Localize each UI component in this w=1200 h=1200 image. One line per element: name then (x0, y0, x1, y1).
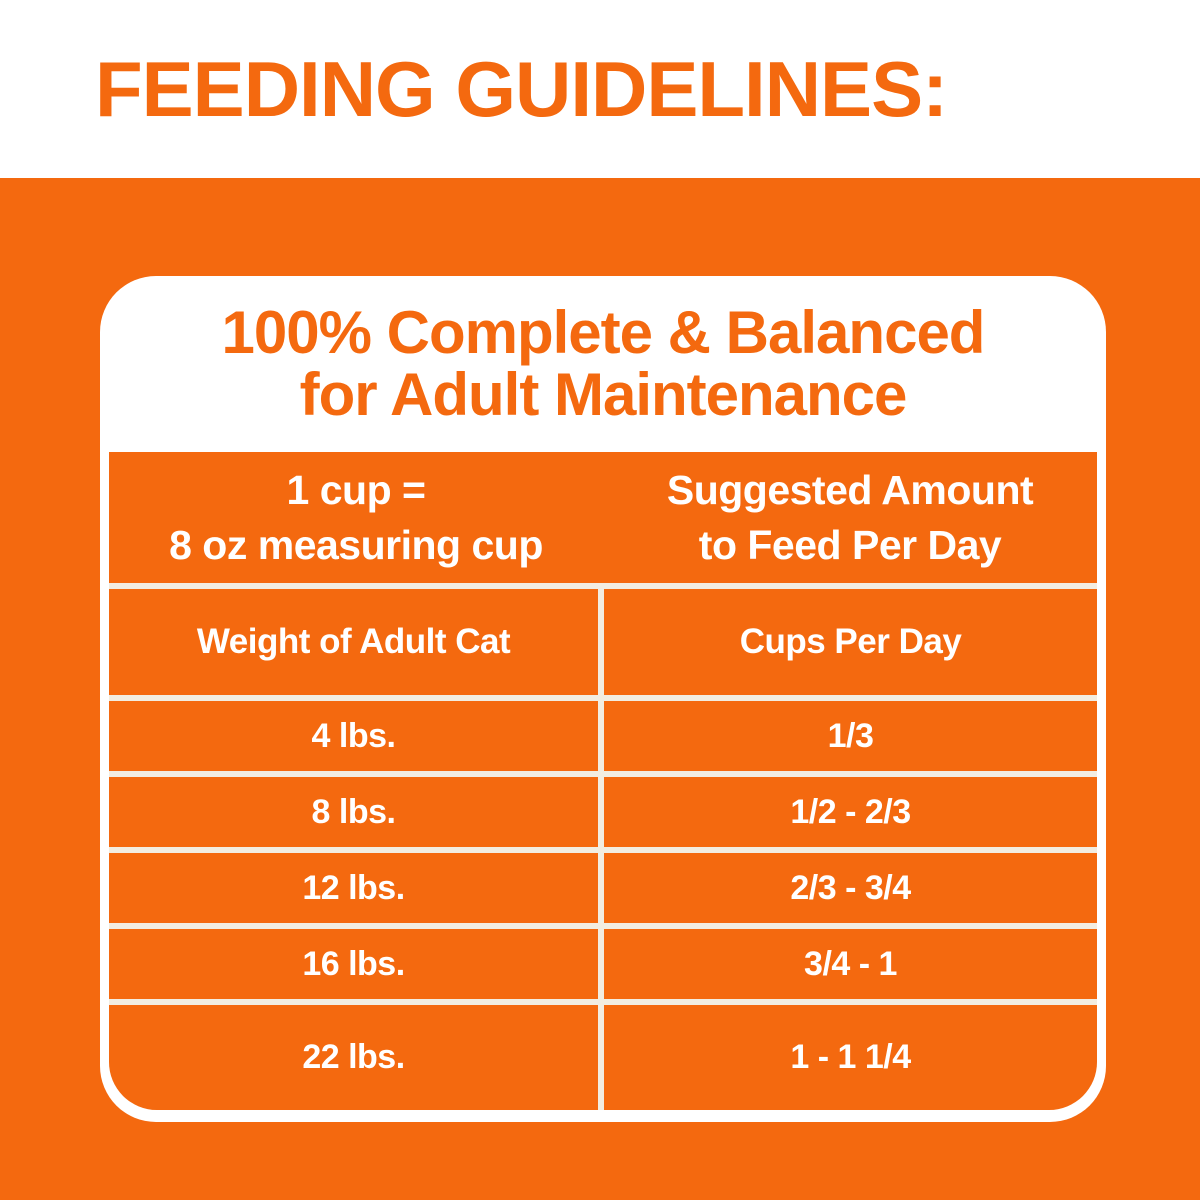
card-heading-line2: for Adult Maintenance (299, 361, 908, 428)
header-band: FEEDING GUIDELINES: (0, 0, 1200, 178)
cup-definition: 1 cup = 8 oz measuring cup (109, 452, 603, 583)
table-row-16lbs: 16 lbs. 3/4 - 1 (109, 929, 1097, 999)
suggested-amount-line1: Suggested Amount (666, 467, 1034, 514)
cup-definition-line1: 1 cup = (286, 467, 426, 514)
feeding-table: 1 cup = 8 oz measuring cup Suggested Amo… (109, 452, 1097, 1110)
table-row-8lbs: 8 lbs. 1/2 - 2/3 (109, 777, 1097, 847)
suggested-amount-line2: to Feed Per Day (698, 521, 1002, 568)
column-header-weight: Weight of Adult Cat (109, 589, 598, 695)
weight-cell: 12 lbs. (109, 853, 598, 923)
guidelines-card: 100% Complete & Balanced for Adult Maint… (100, 276, 1106, 1122)
card-heading: 100% Complete & Balanced for Adult Maint… (109, 276, 1097, 452)
suggested-amount-label: Suggested Amount to Feed Per Day (603, 452, 1097, 583)
weight-cell: 16 lbs. (109, 929, 598, 999)
cups-cell: 1 - 1 1/4 (604, 1005, 1097, 1110)
table-header-row: Weight of Adult Cat Cups Per Day (109, 589, 1097, 695)
cups-cell: 1/2 - 2/3 (604, 777, 1097, 847)
weight-cell: 22 lbs. (109, 1005, 598, 1110)
cup-definition-line2: 8 oz measuring cup (169, 521, 543, 568)
column-header-cups: Cups Per Day (604, 589, 1097, 695)
feeding-guidelines-panel: FEEDING GUIDELINES: 100% Complete & Bala… (0, 0, 1200, 1122)
table-row-22lbs: 22 lbs. 1 - 1 1/4 (109, 1005, 1097, 1110)
card-heading-line1: 100% Complete & Balanced (221, 299, 986, 367)
cups-cell: 3/4 - 1 (604, 929, 1097, 999)
page-title: FEEDING GUIDELINES: (95, 44, 948, 133)
cups-cell: 2/3 - 3/4 (604, 853, 1097, 923)
weight-cell: 8 lbs. (109, 777, 598, 847)
cups-cell: 1/3 (604, 701, 1097, 771)
measure-banner: 1 cup = 8 oz measuring cup Suggested Amo… (109, 452, 1097, 583)
table-row-4lbs: 4 lbs. 1/3 (109, 701, 1097, 771)
table-row-12lbs: 12 lbs. 2/3 - 3/4 (109, 853, 1097, 923)
weight-cell: 4 lbs. (109, 701, 598, 771)
